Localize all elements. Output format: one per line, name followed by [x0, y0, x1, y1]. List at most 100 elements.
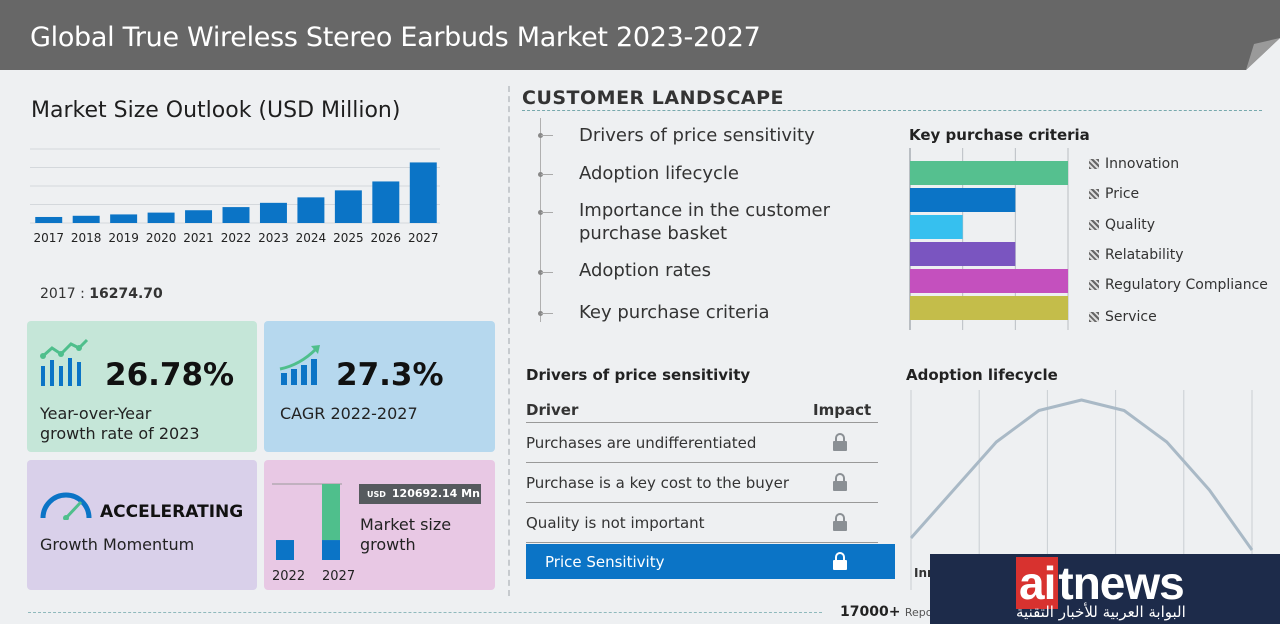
- x-tick-label: 2019: [108, 231, 139, 245]
- timeline-tick: [541, 174, 553, 175]
- legend-swatch-icon: [1089, 220, 1099, 230]
- base-year-number: 16274.70: [89, 286, 163, 302]
- timeline-tick: [541, 313, 553, 314]
- key-purchase-criteria-chart: [909, 148, 1069, 330]
- timeline-dot: [538, 270, 543, 275]
- growth-year-from: 2022: [272, 569, 306, 584]
- page-title: Global True Wireless Stereo Earbuds Mark…: [30, 22, 761, 53]
- lock-icon: [833, 513, 847, 531]
- momentum-label: Growth Momentum: [40, 535, 195, 554]
- table-row: Purchase is a key cost to the buyer: [526, 463, 878, 503]
- lock-icon: [833, 433, 847, 451]
- x-tick-label: 2022: [221, 231, 252, 245]
- bar: [110, 214, 138, 223]
- growth-increment-bar: [322, 484, 340, 541]
- landscape-item: Adoption lifecycle: [579, 163, 739, 184]
- adoption-title: Adoption lifecycle: [906, 366, 1058, 384]
- drivers-column-driver: Driver: [526, 401, 579, 419]
- legend-swatch-icon: [1089, 280, 1099, 290]
- cagr-label: CAGR 2022-2027: [280, 404, 418, 423]
- growth-card: 2022 2027 Market size growth: [264, 460, 495, 590]
- adoption-curve: [909, 398, 1254, 551]
- drivers-column-impact: Impact: [813, 401, 872, 419]
- kpc-legend-item: Innovation: [1089, 156, 1179, 172]
- legend-swatch-icon: [1089, 189, 1099, 199]
- growth-mini-bar-chart: [272, 483, 342, 560]
- drivers-title: Drivers of price sensitivity: [526, 366, 751, 384]
- growth-badge-prefix: USD: [367, 490, 386, 499]
- landscape-item: Importance in the customer purchase bask…: [579, 200, 831, 244]
- customer-landscape-title: CUSTOMER LANDSCAPE: [522, 87, 785, 109]
- bar: [334, 190, 362, 223]
- kpc-bar: [910, 161, 1068, 185]
- lock-icon: [833, 552, 847, 570]
- growth-base-bar: [322, 540, 340, 560]
- growth-badge-value: 120692.14 Mn: [391, 487, 480, 500]
- kpc-title: Key purchase criteria: [909, 126, 1090, 144]
- market-size-title: Market Size Outlook (USD Million): [31, 98, 401, 123]
- kpc-legend-label: Quality: [1105, 217, 1156, 233]
- kpc-bar: [910, 188, 1016, 212]
- bar: [147, 212, 175, 223]
- timeline-dot: [538, 311, 543, 316]
- customer-title-rule: [522, 110, 1262, 111]
- page-fold-icon: [1246, 38, 1280, 70]
- x-tick-label: 2017: [33, 231, 64, 245]
- yoy-label-1: Year-over-Year: [40, 404, 152, 423]
- legend-swatch-icon: [1089, 159, 1099, 169]
- landscape-item: Adoption rates: [579, 260, 712, 281]
- kpc-legend-label: Service: [1105, 309, 1157, 325]
- kpc-legend-label: Relatability: [1105, 247, 1184, 263]
- growth-chart-icon: [40, 338, 89, 386]
- x-tick-label: 2025: [333, 231, 364, 245]
- x-tick-label: 2023: [258, 231, 289, 245]
- drivers-header-row: [526, 383, 878, 423]
- kpc-legend-item: Service: [1089, 309, 1157, 325]
- kpc-bar: [910, 215, 963, 239]
- driver-name: Price Sensitivity: [545, 553, 665, 571]
- footer-rest: Repo: [904, 606, 933, 619]
- watermark-logo-red: ai: [1016, 557, 1059, 609]
- x-tick-label: 2027: [408, 231, 439, 245]
- table-row: Purchases are undifferentiated: [526, 423, 878, 463]
- kpc-legend-item: Regulatory Compliance: [1089, 277, 1268, 293]
- growth-base-bar: [276, 540, 294, 560]
- watermark-logo: aitnews: [1016, 556, 1185, 610]
- momentum-card: ACCELERATING Growth Momentum: [27, 460, 257, 590]
- timeline-dot: [538, 210, 543, 215]
- speedometer-icon: [40, 492, 92, 520]
- timeline-dot: [538, 133, 543, 138]
- table-row: Quality is not important: [526, 503, 878, 543]
- yoy-growth-card: 26.78% Year-over-Year growth rate of 202…: [27, 321, 257, 452]
- timeline-tick: [541, 272, 553, 273]
- momentum-value: ACCELERATING: [100, 502, 244, 522]
- vertical-divider: [508, 86, 510, 596]
- kpc-legend-label: Price: [1105, 186, 1140, 202]
- footer-text: 17000+ Repo: [840, 604, 933, 620]
- kpc-legend-label: Regulatory Compliance: [1105, 277, 1268, 293]
- header-bar: Global True Wireless Stereo Earbuds Mark…: [0, 0, 1280, 70]
- table-row-highlighted: Price Sensitivity: [526, 544, 895, 579]
- x-tick-label: 2018: [71, 231, 102, 245]
- market-size-bar-chart: 2017 2018 2019 2020 2021 2022 2023 2024 2025 2026…: [30, 148, 440, 245]
- yoy-label-2: growth rate of 2023: [40, 424, 200, 443]
- watermark-logo-white: tnews: [1058, 557, 1184, 609]
- bar: [372, 181, 400, 223]
- watermark-arabic-tagline: البوابة العربية للأخبار التقنية: [1016, 603, 1186, 621]
- x-tick-label: 2024: [296, 231, 327, 245]
- kpc-bar: [910, 242, 1016, 266]
- rising-chart-icon: [279, 345, 320, 385]
- kpc-bar: [910, 296, 1068, 320]
- kpc-legend-item: Price: [1089, 186, 1139, 202]
- driver-name: Purchases are undifferentiated: [526, 434, 757, 452]
- legend-swatch-icon: [1089, 250, 1099, 260]
- growth-value-badge: USD 120692.14 Mn: [359, 484, 481, 504]
- bar: [409, 162, 437, 223]
- kpc-legend-item: Quality: [1089, 217, 1155, 233]
- legend-swatch-icon: [1089, 312, 1099, 322]
- timeline-dot: [538, 172, 543, 177]
- base-year-label: 2017 :: [40, 286, 85, 302]
- bar: [222, 207, 250, 223]
- timeline-tick: [541, 212, 553, 213]
- footer-count: 17000+: [840, 604, 901, 620]
